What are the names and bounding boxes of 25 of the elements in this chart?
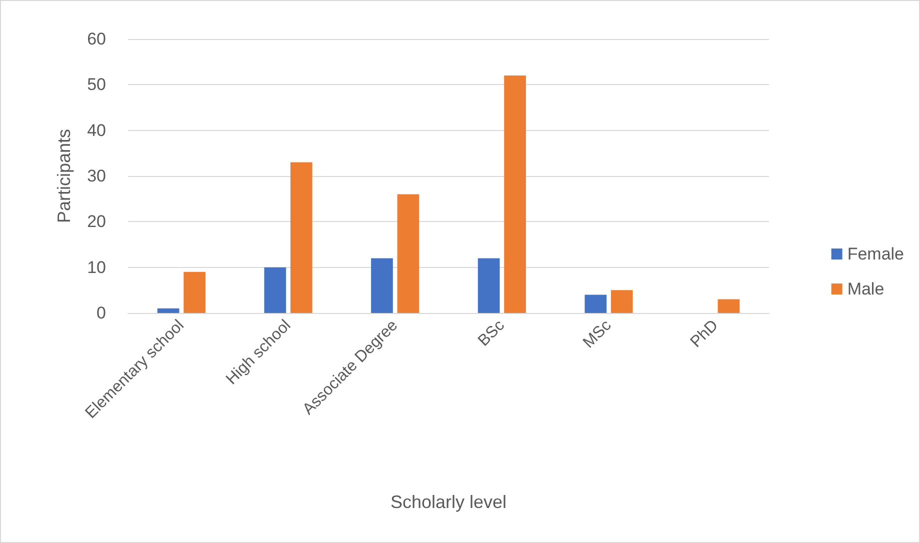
bar — [478, 258, 500, 313]
y-tick-label: 60 — [87, 30, 106, 48]
y-tick-label: 20 — [87, 212, 106, 232]
bar — [397, 194, 420, 313]
y-tick-label: 30 — [87, 166, 106, 186]
bar — [718, 299, 740, 313]
y-tick-label: 0 — [96, 304, 106, 322]
x-axis-title: Scholarly level — [390, 492, 507, 512]
bar — [157, 308, 180, 313]
x-tick-label: MSc — [580, 316, 615, 352]
legend-label: Male — [847, 280, 884, 298]
y-tick-label: 10 — [87, 258, 106, 277]
y-tick-label: 40 — [87, 120, 106, 140]
legend-label: Female — [847, 244, 904, 264]
bar — [504, 76, 526, 313]
bar — [290, 162, 312, 313]
x-tick-label: BSc — [475, 316, 508, 350]
y-axis-title: Participants — [54, 128, 74, 224]
bar — [371, 258, 393, 313]
y-tick-label: 50 — [87, 75, 106, 94]
bar — [184, 272, 206, 313]
x-tick-label: PhD — [688, 316, 722, 352]
bar — [264, 267, 286, 313]
bar — [584, 294, 607, 313]
bar — [610, 290, 633, 313]
